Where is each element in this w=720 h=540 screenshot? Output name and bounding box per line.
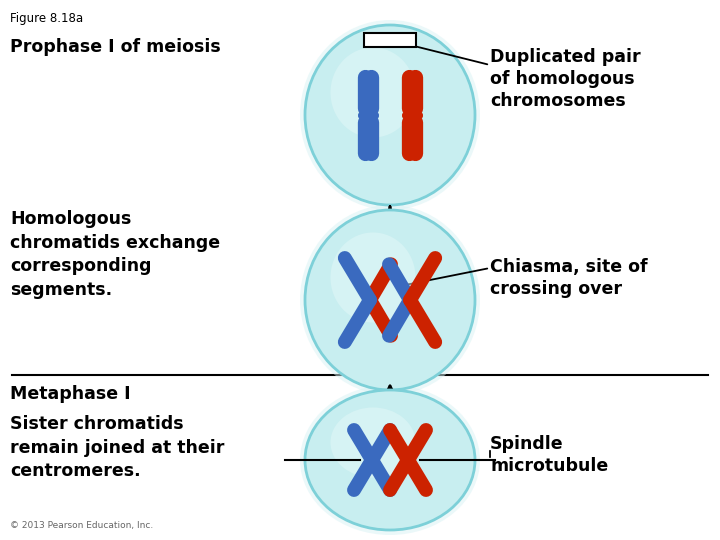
- Ellipse shape: [300, 20, 480, 210]
- Text: Spindle
microtubule: Spindle microtubule: [490, 435, 608, 475]
- FancyBboxPatch shape: [364, 33, 416, 47]
- Text: Chiasma, site of
crossing over: Chiasma, site of crossing over: [490, 258, 647, 298]
- Text: Duplicated pair
of homologous
chromosomes: Duplicated pair of homologous chromosome…: [490, 48, 641, 110]
- Ellipse shape: [330, 233, 415, 322]
- Text: Metaphase I: Metaphase I: [10, 385, 130, 403]
- Text: Sister chromatids
remain joined at their
centromeres.: Sister chromatids remain joined at their…: [10, 415, 225, 480]
- Text: Prophase I of meiosis: Prophase I of meiosis: [10, 38, 221, 56]
- Ellipse shape: [300, 205, 480, 395]
- Text: Figure 8.18a: Figure 8.18a: [10, 12, 83, 25]
- Ellipse shape: [330, 48, 415, 138]
- Ellipse shape: [330, 408, 415, 477]
- Ellipse shape: [300, 385, 480, 535]
- Ellipse shape: [305, 25, 475, 205]
- Ellipse shape: [305, 210, 475, 390]
- Text: © 2013 Pearson Education, Inc.: © 2013 Pearson Education, Inc.: [10, 521, 153, 530]
- Ellipse shape: [305, 390, 475, 530]
- Text: Homologous
chromatids exchange
corresponding
segments.: Homologous chromatids exchange correspon…: [10, 210, 220, 299]
